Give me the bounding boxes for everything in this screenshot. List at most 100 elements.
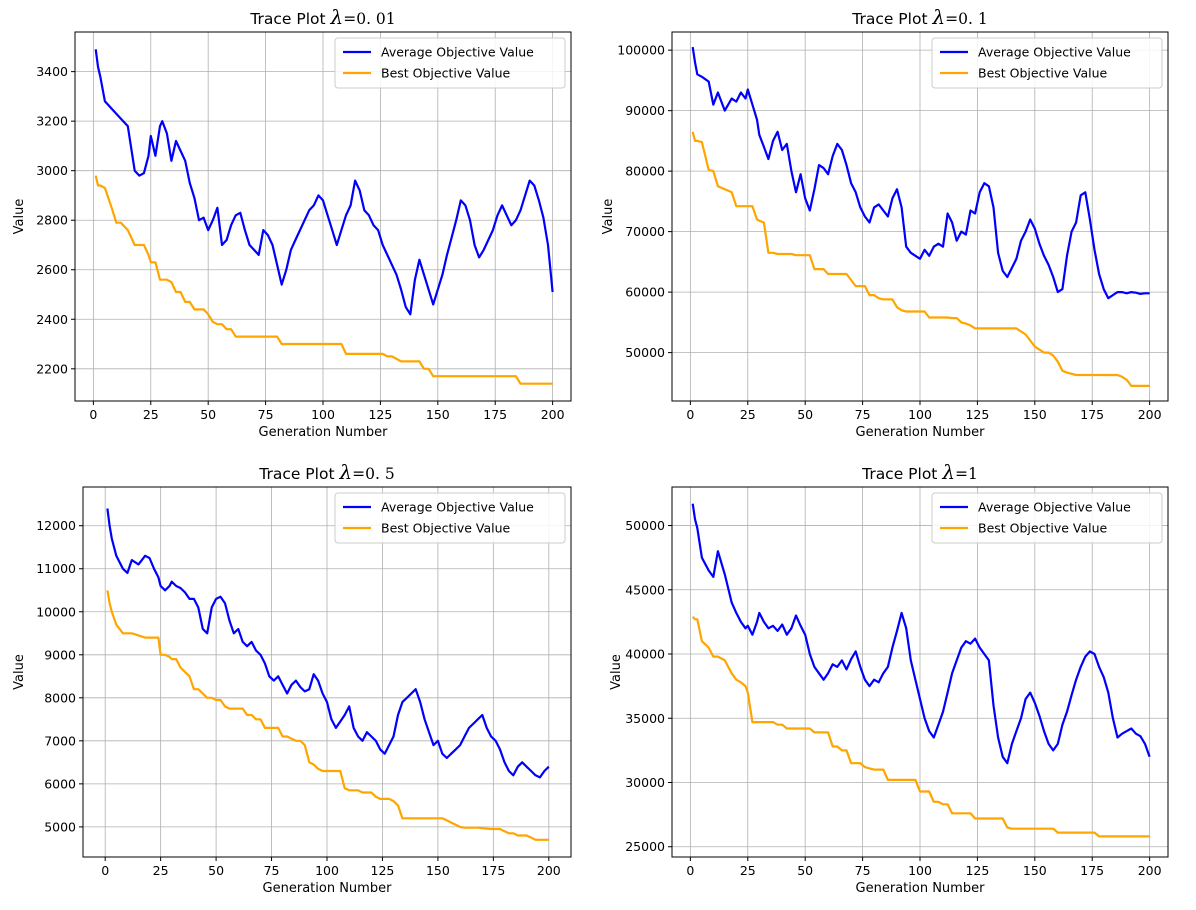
y-tick-label: 90000 <box>625 103 665 118</box>
legend-box <box>334 37 566 89</box>
legend-label: Average Objective Value <box>978 500 1131 515</box>
x-tick-label: 125 <box>965 407 989 422</box>
x-tick-label: 25 <box>740 863 756 878</box>
lambda-symbol: λ <box>330 5 344 29</box>
x-tick-label: 50 <box>208 863 224 878</box>
legend: Average Objective Value Best Objective Va… <box>931 492 1163 544</box>
y-tick-label: 8000 <box>44 690 76 705</box>
x-tick-label: 150 <box>426 863 450 878</box>
y-tick-label: 3000 <box>36 163 68 178</box>
x-tick-label: 75 <box>855 863 871 878</box>
chart-title: Trace Plot λ=1 <box>861 460 978 484</box>
x-tick-label: 50 <box>200 407 216 422</box>
x-tick-label: 50 <box>797 407 813 422</box>
series-line-average <box>94 49 554 316</box>
chart-title-text: Trace Plot <box>249 10 330 28</box>
x-tick-label: 150 <box>1023 407 1047 422</box>
chart-title: Trace Plot λ=0. 01 <box>249 5 395 29</box>
chart-title: Trace Plot λ=0. 5 <box>258 460 394 484</box>
y-tick-label: 11000 <box>36 561 76 576</box>
x-tick-label: 100 <box>311 407 335 422</box>
y-tick-label: 2400 <box>36 312 68 327</box>
lambda-value: =0. 5 <box>352 465 395 483</box>
x-tick-label: 25 <box>740 407 756 422</box>
legend-label: Best Objective Value <box>381 521 511 536</box>
lambda-symbol: λ <box>931 5 945 29</box>
x-axis-label: Generation Number <box>856 881 986 896</box>
x-tick-label: 175 <box>1080 863 1104 878</box>
x-tick-label: 175 <box>481 863 505 878</box>
y-tick-label: 50000 <box>625 345 665 360</box>
chart-panel-2: 0 25 50 75 100 125 150 175 200 50000 60000 70000 800… <box>601 5 1169 440</box>
series-line-best <box>106 590 549 841</box>
x-axis-label: Generation Number <box>259 425 389 440</box>
legend-label: Average Objective Value <box>978 45 1131 60</box>
x-tick-label: 75 <box>855 407 871 422</box>
y-tick-label: 100000 <box>617 43 665 58</box>
y-tick-label: 50000 <box>625 518 665 533</box>
legend-label: Average Objective Value <box>381 45 534 60</box>
lambda-symbol: λ <box>941 460 955 484</box>
y-tick-label: 2200 <box>36 361 68 376</box>
x-tick-label: 200 <box>1138 863 1162 878</box>
y-axis-label: Value <box>12 654 27 690</box>
lambda-symbol: λ <box>338 460 352 484</box>
legend-box <box>931 37 1163 89</box>
legend-box <box>334 492 566 544</box>
chart-title-text: Trace Plot <box>851 10 932 28</box>
x-tick-label: 175 <box>483 407 507 422</box>
series-line-best <box>691 616 1150 838</box>
x-tick-label: 100 <box>908 863 932 878</box>
y-tick-label: 40000 <box>625 647 665 662</box>
y-tick-label: 2800 <box>36 213 68 228</box>
chart-panel-1: 0 25 50 75 100 125 150 175 200 2200 2400 2600 2800 30… <box>12 5 572 440</box>
y-tick-label: 6000 <box>44 776 76 791</box>
legend: Average Objective Value Best Objective Va… <box>334 492 566 544</box>
x-tick-label: 150 <box>1023 863 1047 878</box>
chart-title-text: Trace Plot <box>861 465 942 483</box>
y-tick-label: 60000 <box>625 285 665 300</box>
x-tick-label: 100 <box>315 863 339 878</box>
y-tick-label: 10000 <box>36 604 76 619</box>
y-axis-label: Value <box>609 654 624 690</box>
x-tick-label: 25 <box>153 863 169 878</box>
grid <box>672 32 1168 401</box>
legend-label: Best Objective Value <box>978 521 1108 536</box>
lambda-value: =0. 01 <box>343 10 395 28</box>
x-tick-label: 0 <box>89 407 97 422</box>
legend: Average Objective Value Best Objective Va… <box>334 37 566 89</box>
x-tick-label: 125 <box>368 407 392 422</box>
y-tick-label: 5000 <box>44 819 76 834</box>
x-tick-label: 75 <box>264 863 280 878</box>
grid <box>83 487 571 857</box>
series-line-average <box>691 503 1151 765</box>
y-tick-label: 12000 <box>36 518 76 533</box>
x-tick-label: 100 <box>908 407 932 422</box>
y-tick-label: 25000 <box>625 839 665 854</box>
legend-box <box>931 492 1163 544</box>
legend-label: Best Objective Value <box>381 66 511 81</box>
series-line-best <box>691 131 1150 387</box>
x-tick-label: 125 <box>965 863 989 878</box>
y-tick-label: 2600 <box>36 262 68 277</box>
chart-title: Trace Plot λ=0. 1 <box>851 5 987 29</box>
x-tick-label: 50 <box>797 863 813 878</box>
x-tick-label: 200 <box>537 863 561 878</box>
x-axis-label: Generation Number <box>856 425 986 440</box>
y-tick-label: 7000 <box>44 733 76 748</box>
lambda-value: =0. 1 <box>945 10 988 28</box>
y-axis-label: Value <box>12 199 27 235</box>
series-line-average <box>691 46 1150 300</box>
chart-title-text: Trace Plot <box>258 465 339 483</box>
y-tick-label: 35000 <box>625 711 665 726</box>
y-tick-label: 70000 <box>625 224 665 239</box>
y-tick-label: 9000 <box>44 647 76 662</box>
y-tick-label: 45000 <box>625 582 665 597</box>
y-tick-label: 80000 <box>625 164 665 179</box>
legend-label: Best Objective Value <box>978 66 1108 81</box>
series-line-best <box>94 175 553 385</box>
legend: Average Objective Value Best Objective Va… <box>931 37 1163 89</box>
x-tick-label: 0 <box>686 863 694 878</box>
x-tick-label: 175 <box>1080 407 1104 422</box>
